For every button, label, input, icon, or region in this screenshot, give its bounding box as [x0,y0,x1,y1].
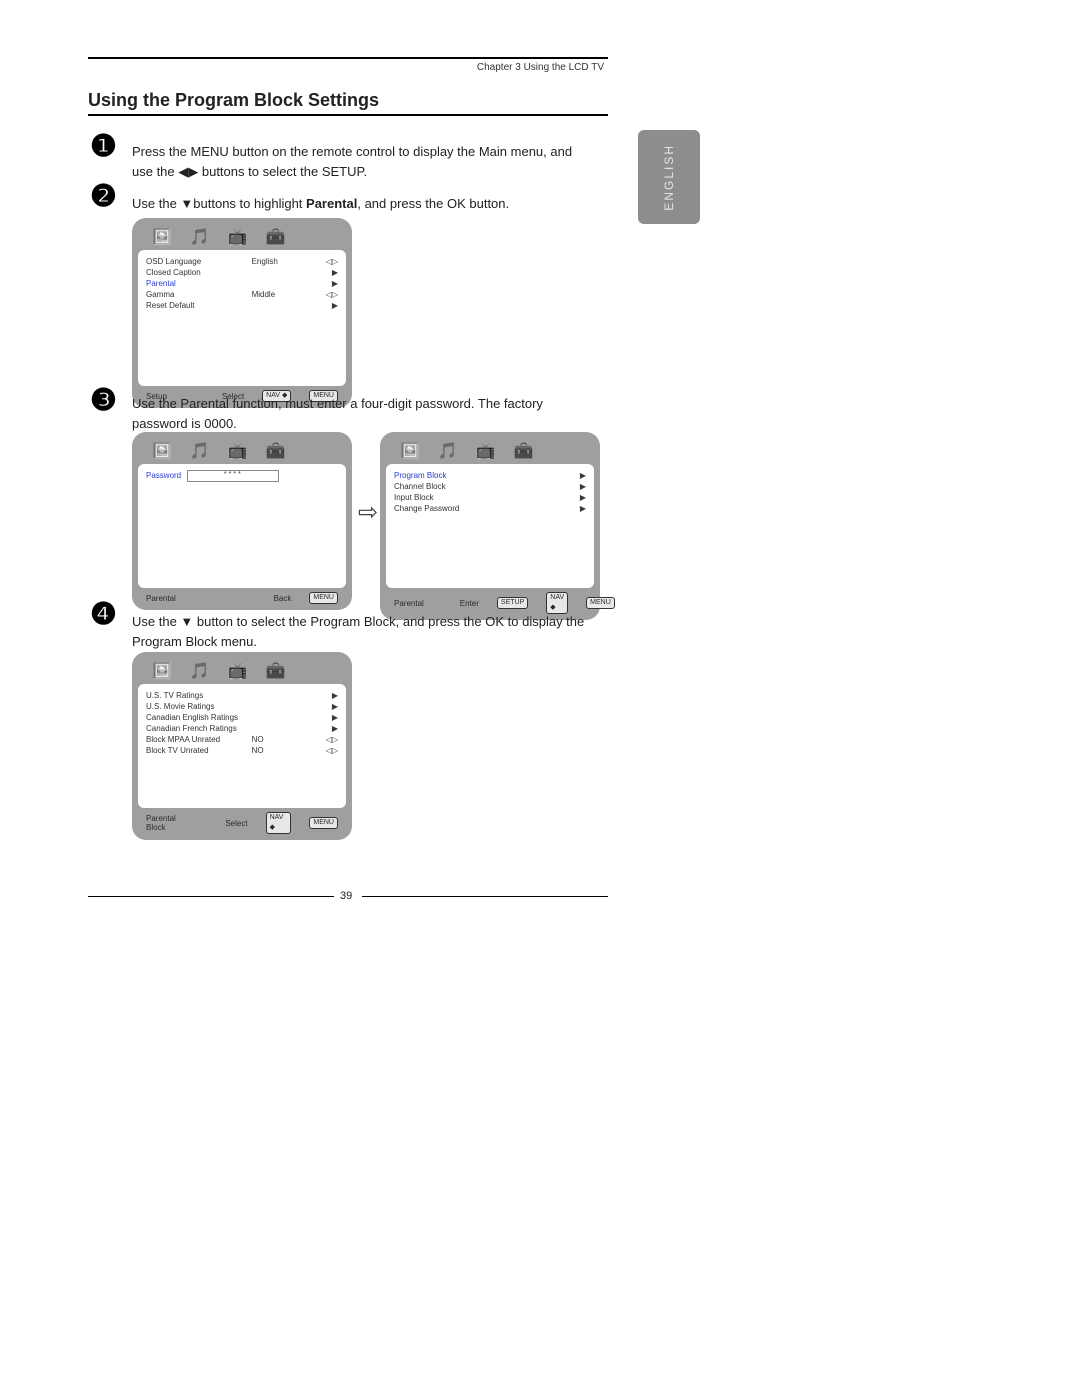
osd-footer: Parental Back MENU [138,588,346,606]
audio-icon: 🎵 [190,227,210,247]
t: Use the ▼buttons to highlight [132,196,306,211]
foot-mid: Back [274,594,292,603]
step-2-text: Use the ▼buttons to highlight Parental, … [132,194,592,214]
t: Use the ▼ button to select the [132,614,310,629]
step-4-text: Use the ▼ button to select the Program B… [132,612,592,651]
step-1-text: Press the MENU button on the remote cont… [132,142,592,181]
page-number: 39 [340,890,352,902]
picture-icon: 🖼️ [400,441,420,461]
list-item[interactable]: Canadian French Ratings▶ [146,723,338,734]
list-item[interactable]: U.S. TV Ratings▶ [146,690,338,701]
setup-pill: SETUP [497,597,528,609]
foot-left: Parental Block [146,814,189,832]
list-item[interactable]: U.S. Movie Ratings▶ [146,701,338,712]
audio-icon: 🎵 [190,661,210,681]
step-3-number: ❸ [90,386,117,416]
foot-mid: Enter [460,599,479,608]
ok-word: OK [447,196,466,211]
osd-setup-menu: 🖼️ 🎵 📺 🧰 OSD LanguageEnglish◁▷Closed Cap… [132,218,352,408]
list-item[interactable]: Program Block▶ [394,470,586,481]
password-row: Password **** [146,470,338,482]
ok-word: OK [485,614,504,629]
top-rule [88,57,608,59]
t: . [364,164,368,179]
osd-footer: Parental Block Select NAV ◆ MENU [138,808,346,836]
osd-list: Program Block▶Channel Block▶Input Block▶… [394,470,586,514]
menu-pill: MENU [309,592,338,604]
tv-icon: 📺 [228,441,248,461]
list-item[interactable]: Input Block▶ [394,492,586,503]
osd-body: Program Block▶Channel Block▶Input Block▶… [386,464,594,588]
nav-pill: NAV ◆ [546,592,568,614]
language-tab: ENGLISH [638,130,700,224]
list-item[interactable]: Parental▶ [146,278,338,289]
list-item[interactable]: Reset Default▶ [146,300,338,311]
foot-left: Parental [394,599,424,608]
osd-password-menu: 🖼️ 🎵 📺 🧰 Password **** Parental Back MEN… [132,432,352,610]
osd-body: Password **** [138,464,346,588]
list-item[interactable]: Block TV UnratedNO◁▷ [146,745,338,756]
foot-mid: Select [225,819,247,828]
tv-icon: 📺 [228,227,248,247]
osd-icon-row: 🖼️ 🎵 📺 🧰 [386,438,594,464]
picture-icon: 🖼️ [152,661,172,681]
picture-icon: 🖼️ [152,441,172,461]
step-2-number: ❷ [90,182,117,212]
list-item[interactable]: Canadian English Ratings▶ [146,712,338,723]
osd-parental-menu: 🖼️ 🎵 📺 🧰 Program Block▶Channel Block▶Inp… [380,432,600,620]
osd-body: OSD LanguageEnglish◁▷Closed Caption▶Pare… [138,250,346,386]
section-rule [88,114,608,116]
osd-icon-row: 🖼️ 🎵 📺 🧰 [138,224,346,250]
nav-pill: NAV ◆ [266,812,292,834]
menu-word: MENU [191,144,229,159]
t: , and press the [357,196,447,211]
tv-icon: 📺 [228,661,248,681]
list-item[interactable]: Block MPAA UnratedNO◁▷ [146,734,338,745]
osd-list: OSD LanguageEnglish◁▷Closed Caption▶Pare… [146,256,338,311]
footer-rule-right [362,896,608,897]
audio-icon: 🎵 [190,441,210,461]
list-item[interactable]: OSD LanguageEnglish◁▷ [146,256,338,267]
parental-word: Parental [180,396,228,411]
tv-icon: 📺 [476,441,496,461]
t: Use the [132,396,180,411]
parental-word: Parental [306,196,357,211]
osd-body: U.S. TV Ratings▶U.S. Movie Ratings▶Canad… [138,684,346,808]
osd-icon-row: 🖼️ 🎵 📺 🧰 [138,438,346,464]
foot-left: Parental [146,594,176,603]
setup-icon: 🧰 [266,441,286,461]
language-tab-text: ENGLISH [662,144,676,211]
osd-list: U.S. TV Ratings▶U.S. Movie Ratings▶Canad… [146,690,338,756]
t: , and press the [396,614,486,629]
osd-icon-row: 🖼️ 🎵 📺 🧰 [138,658,346,684]
list-item[interactable]: Closed Caption▶ [146,267,338,278]
t: Press the [132,144,191,159]
step-4-number: ❹ [90,600,117,630]
setup-icon: 🧰 [266,661,286,681]
picture-icon: 🖼️ [152,227,172,247]
list-item[interactable]: Change Password▶ [394,503,586,514]
chapter-label: Chapter 3 Using the LCD TV [477,62,604,73]
program-block-word: Program Block [310,614,395,629]
footer-rule-left [88,896,334,897]
menu-pill: MENU [309,817,338,829]
step-3-text: Use the Parental function, must enter a … [132,394,592,433]
step-1-number: ❶ [90,132,117,162]
setup-icon: 🧰 [266,227,286,247]
list-item[interactable]: GammaMiddle◁▷ [146,289,338,300]
menu-pill: MENU [586,597,615,609]
setup-word: SETUP [322,164,364,179]
t: button. [466,196,509,211]
setup-icon: 🧰 [514,441,534,461]
osd-program-block-menu: 🖼️ 🎵 📺 🧰 U.S. TV Ratings▶U.S. Movie Rati… [132,652,352,840]
section-title: Using the Program Block Settings [88,90,379,111]
list-item[interactable]: Channel Block▶ [394,481,586,492]
password-label: Password [146,471,181,480]
password-field[interactable]: **** [187,470,279,482]
audio-icon: 🎵 [438,441,458,461]
arrow-right-icon: ⇨ [358,498,378,527]
